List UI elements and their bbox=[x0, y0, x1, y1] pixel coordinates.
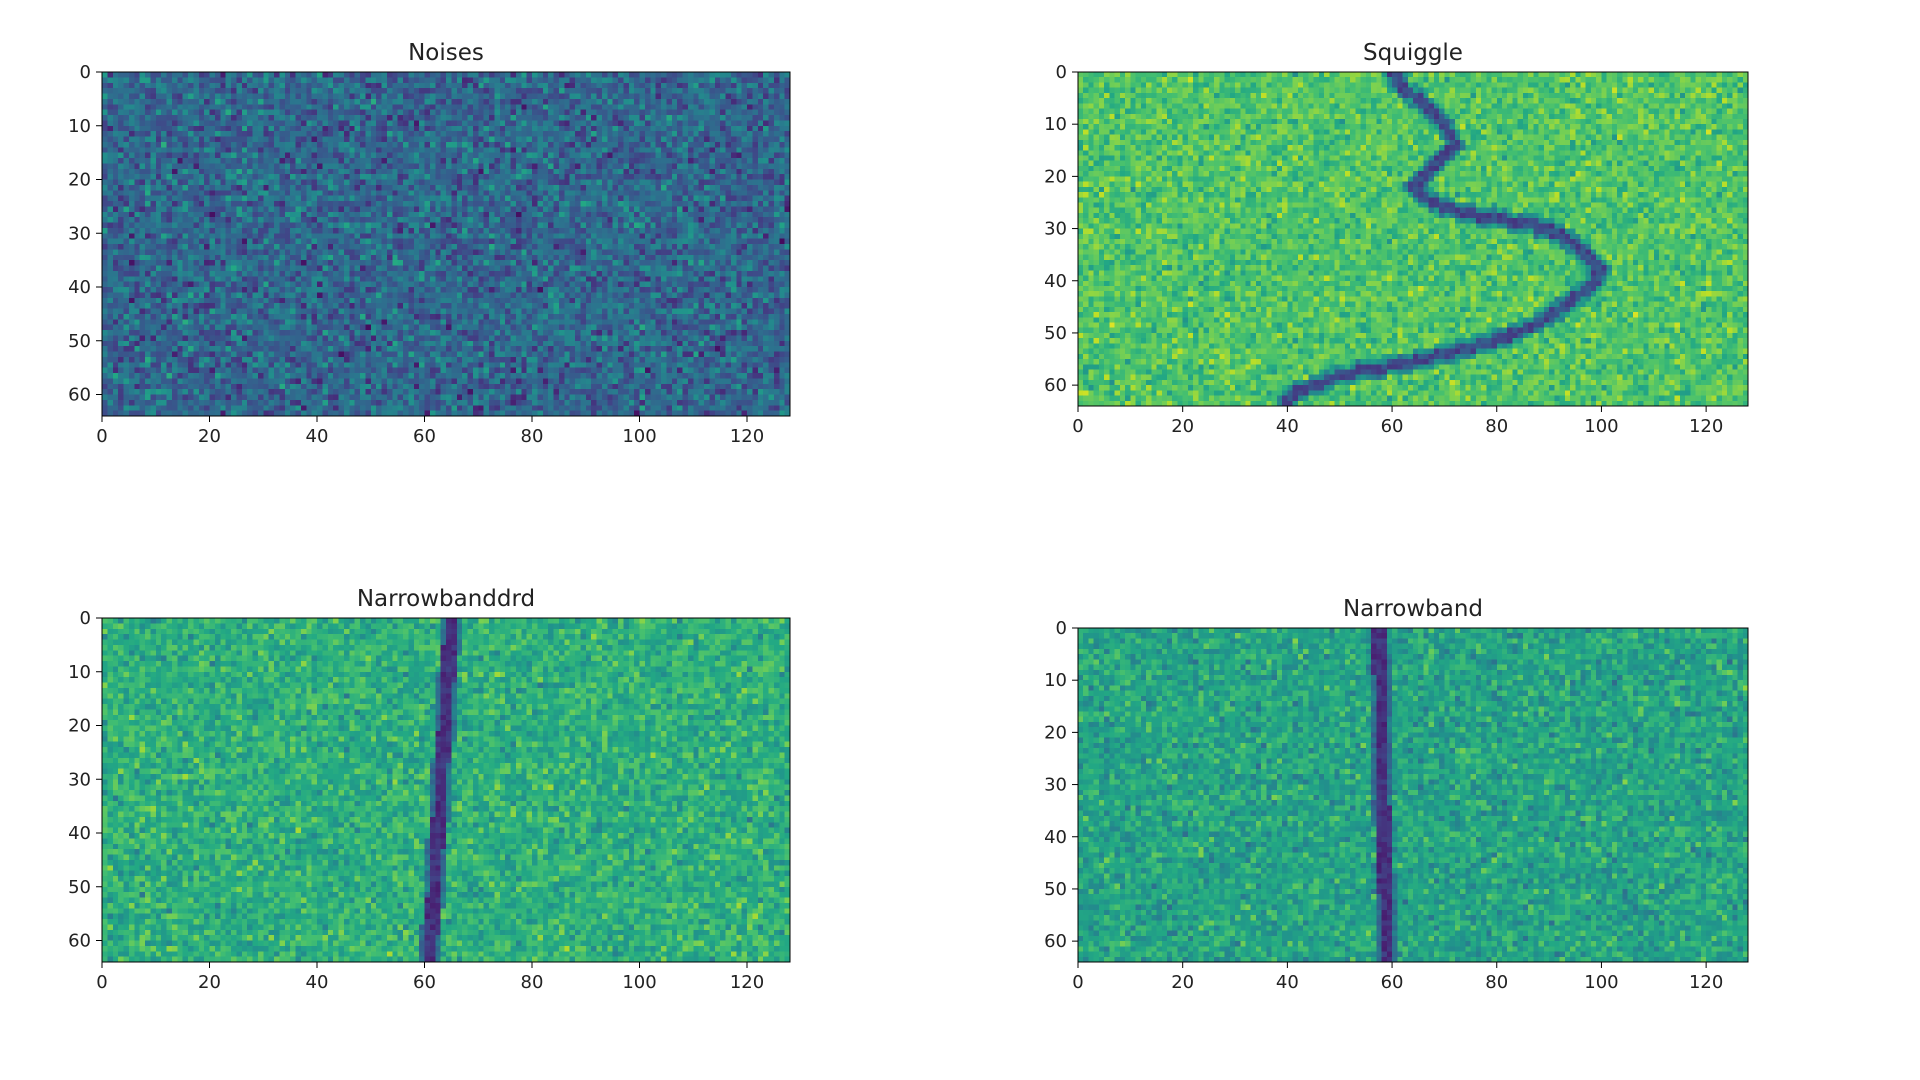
x-tick-label: 20 bbox=[1171, 416, 1194, 437]
y-tick-label: 40 bbox=[1044, 827, 1067, 848]
x-tick-label: 120 bbox=[730, 972, 764, 993]
axes-frame bbox=[1077, 627, 1749, 963]
heatmap-image bbox=[102, 72, 790, 416]
y-tick-label: 50 bbox=[68, 877, 91, 898]
y-tick-label: 10 bbox=[1044, 114, 1067, 135]
x-tick-label: 80 bbox=[1485, 972, 1508, 993]
y-tick-label: 40 bbox=[68, 823, 91, 844]
panel-3: Narrowbanddrd 0 20 40 60 80 100 120 0 10 20 30 40 50 6… bbox=[68, 586, 791, 993]
y-tick-label: 20 bbox=[1044, 722, 1067, 743]
x-tick-label: 0 bbox=[1072, 416, 1083, 437]
y-tick-label: 60 bbox=[1044, 931, 1067, 952]
x-tick-label: 0 bbox=[1072, 972, 1083, 993]
y-tick-label: 50 bbox=[68, 331, 91, 352]
y-tick-label: 0 bbox=[1056, 618, 1067, 639]
y-tick-label: 20 bbox=[68, 170, 91, 191]
x-tick-label: 60 bbox=[413, 426, 436, 447]
x-tick-label: 60 bbox=[1381, 972, 1404, 993]
y-tick-label: 10 bbox=[68, 662, 91, 683]
y-tick-label: 20 bbox=[1044, 166, 1067, 187]
x-tick-label: 80 bbox=[521, 972, 544, 993]
x-tick-label: 120 bbox=[1689, 416, 1723, 437]
x-tick-label: 100 bbox=[1584, 416, 1618, 437]
y-tick-label: 30 bbox=[1044, 775, 1067, 796]
y-tick-label: 40 bbox=[68, 277, 91, 298]
panel-1: Noises 0 20 40 60 80 100 120 0 10 20 30 40 50 60 bbox=[68, 40, 791, 447]
x-tick-label: 80 bbox=[521, 426, 544, 447]
y-tick-label: 50 bbox=[1044, 323, 1067, 344]
y-tick-label: 60 bbox=[68, 385, 91, 406]
x-tick-label: 100 bbox=[622, 426, 656, 447]
y-tick-label: 10 bbox=[1044, 670, 1067, 691]
y-tick-label: 50 bbox=[1044, 879, 1067, 900]
x-tick-label: 60 bbox=[413, 972, 436, 993]
chart-title: Noises bbox=[408, 40, 484, 66]
x-tick-label: 0 bbox=[96, 972, 107, 993]
y-tick-label: 30 bbox=[68, 769, 91, 790]
x-tick-label: 60 bbox=[1381, 416, 1404, 437]
y-tick-label: 0 bbox=[80, 62, 91, 83]
x-tick-label: 40 bbox=[306, 426, 329, 447]
chart-title: Narrowbanddrd bbox=[357, 586, 535, 612]
heatmap-image bbox=[102, 618, 790, 962]
x-tick-label: 20 bbox=[198, 426, 221, 447]
y-tick-label: 30 bbox=[1044, 219, 1067, 240]
y-tick-label: 60 bbox=[68, 931, 91, 952]
y-tick-label: 10 bbox=[68, 116, 91, 137]
axes-frame bbox=[101, 71, 791, 417]
heatmap-image bbox=[1078, 72, 1748, 406]
y-tick-label: 0 bbox=[1056, 62, 1067, 83]
y-tick-label: 20 bbox=[68, 716, 91, 737]
chart-title: Squiggle bbox=[1363, 40, 1463, 66]
chart-title: Narrowband bbox=[1343, 596, 1483, 622]
y-tick-label: 60 bbox=[1044, 375, 1067, 396]
panel-2: Squiggle 0 20 40 60 80 100 120 0 10 20 30 40 50 60 bbox=[1044, 40, 1749, 437]
y-tick-label: 0 bbox=[80, 608, 91, 629]
x-tick-label: 100 bbox=[1584, 972, 1618, 993]
axes-frame bbox=[1077, 71, 1749, 407]
x-tick-label: 120 bbox=[1689, 972, 1723, 993]
panel-4: Narrowband 0 20 40 60 80 100 120 0 10 20 30 40 50 60 bbox=[1044, 596, 1749, 993]
y-tick-label: 30 bbox=[68, 223, 91, 244]
x-tick-label: 20 bbox=[198, 972, 221, 993]
x-tick-label: 100 bbox=[622, 972, 656, 993]
x-tick-label: 40 bbox=[1276, 972, 1299, 993]
x-tick-label: 40 bbox=[1276, 416, 1299, 437]
x-tick-label: 0 bbox=[96, 426, 107, 447]
y-tick-label: 40 bbox=[1044, 271, 1067, 292]
x-tick-label: 120 bbox=[730, 426, 764, 447]
axes-frame bbox=[101, 617, 791, 963]
x-tick-label: 40 bbox=[306, 972, 329, 993]
heatmap-image bbox=[1078, 628, 1748, 962]
x-tick-label: 80 bbox=[1485, 416, 1508, 437]
x-tick-label: 20 bbox=[1171, 972, 1194, 993]
